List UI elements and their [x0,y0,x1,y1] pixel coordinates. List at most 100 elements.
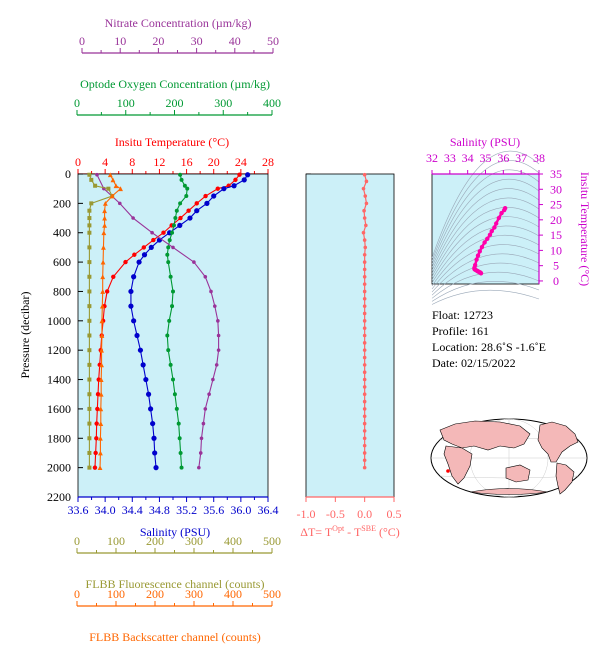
fluorescence-tick-label: 400 [224,534,242,548]
backscatter-point [98,406,104,412]
backscatter-point [98,391,104,397]
map-land [439,420,579,495]
salinity-point [151,435,157,441]
fluorescence-point [87,377,92,382]
salinity-point [152,450,158,456]
salinity-point [140,362,146,368]
delta-t-point [362,260,367,264]
delta-t-point [362,341,367,345]
salinity-point [221,186,227,192]
ts-density-contour [431,188,540,271]
nitrate-tick-label: 0 [79,34,85,48]
temperature-axis: Insitu Temperature (°C) 0 4 8 12 16 20 24 28 [75,135,274,175]
fluorescence-point [87,392,92,397]
fluorescence-point [87,274,92,279]
ts-density-contour [431,207,540,277]
backscatter-point [110,177,116,183]
temperature-axis-ticks: 0 4 8 12 16 20 24 28 [75,155,274,175]
salinity-tick-label: 33.6 [68,503,89,517]
fluorescence-tick-label: 100 [107,534,125,548]
location: Location: 28.6˚S -1.6˚E [432,340,546,354]
oxygen-point [179,177,184,182]
fluorescence-point [89,201,94,206]
ts-point [487,232,493,238]
backscatter-point [100,289,106,294]
backscatter-axis-ticks: 0 100 200 300 400 500 [74,587,281,607]
temperature-axis-label: Insitu Temperature (°C) [115,135,229,149]
ts-density-contour [431,160,540,262]
nitrate-point [199,436,204,441]
backscatter-tick-label: 400 [224,587,242,601]
salinity-point [128,288,134,295]
backscatter-point [99,318,105,324]
salinity-point [134,332,140,339]
temperature-point [203,193,208,199]
oxygen-point [174,208,179,213]
backscatter-point [100,259,106,265]
delta-t-point [362,370,367,375]
temperature-point [104,289,110,294]
temperature-point [132,252,137,257]
salinity-point [211,193,217,199]
salinity-tick-label: 36.0 [230,503,251,517]
delta-t-label-sup-sbe: SBE [361,524,376,533]
delta-t-point [363,194,368,198]
pressure-axis-ticks: 0 200 400 600 800 1000 1200 1400 1600 1800 2000 220… [47,167,311,504]
temperature-tick-label: 20 [208,155,220,169]
fluorescence-point [87,465,92,470]
fluorescence-point [87,230,92,235]
fluorescence-point [87,421,92,426]
oxygen-axis-label: Optode Oxygen Concentration (µm/kg) [80,77,270,91]
delta-t-plot-area [305,173,395,498]
pressure-tick-label: 2200 [47,490,71,504]
world-map [430,418,588,498]
ts-salinity-axis-label: Salinity (PSU) [450,135,520,149]
float-id: Float: 12723 [432,308,493,322]
oxygen-tick-label: 0 [74,96,80,110]
ts-point [494,221,499,226]
nitrate-point [214,363,219,367]
temperature-point [92,465,98,470]
oxygen-point [176,421,181,426]
temperature-tick-label: 28 [262,155,274,169]
ts-density-contour [431,216,540,280]
delta-t-tick-label: -0.5 [326,507,345,521]
nitrate-tick-label: 40 [229,34,241,48]
ts-density-contour [431,262,540,296]
land-antarctica [469,488,549,495]
ts-salinity-tick-label: 35 [480,151,492,165]
temperature-point [141,245,147,250]
ts-salinity-tick-label: 37 [515,151,527,165]
salinity-point [145,391,152,397]
salinity-point [245,172,251,178]
ts-point [479,244,485,250]
salinity-tick-label: 35.2 [176,503,197,517]
land-eurasia [439,420,531,451]
ts-density-contour [431,150,540,259]
pressure-tick-label: 400 [53,226,71,240]
delta-t-point [362,363,367,367]
delta-t-point [362,208,366,213]
temperature-point [178,215,183,221]
delta-t-label-sup-opt: Opt [332,524,345,533]
delta-t-label-mid: - T [344,525,362,539]
temperature-point [123,259,128,265]
oxygen-point [178,201,183,206]
delta-t-point [362,267,367,272]
oxygen-tick-label: 400 [263,96,281,110]
delta-t-point [362,443,367,448]
nitrate-point [201,421,206,426]
salinity-axis: 33.6 34.0 34.4 34.8 35.2 35.6 36.0 36.4 Salinit… [68,496,279,539]
backscatter-point [102,208,107,214]
pressure-tick-label: 2000 [47,461,71,475]
nitrate-tick-label: 30 [191,34,203,48]
backscatter-tick-label: 0 [74,587,80,601]
temperature-point [215,186,220,191]
salinity-point [204,200,210,206]
delta-t-point [362,355,367,360]
fluorescence-tick-label: 0 [74,534,80,548]
temperature-tick-label: 0 [75,155,81,169]
oxygen-point [178,450,183,455]
backscatter-point [98,450,103,456]
pressure-tick-label: 600 [53,255,71,269]
